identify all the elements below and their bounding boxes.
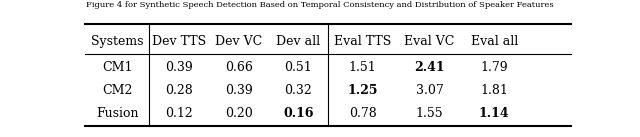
Text: 0.20: 0.20: [225, 107, 253, 120]
Text: CM2: CM2: [102, 84, 132, 97]
Text: 1.25: 1.25: [348, 84, 378, 97]
Text: 0.78: 0.78: [349, 107, 376, 120]
Text: Eval TTS: Eval TTS: [334, 35, 391, 48]
Text: Dev all: Dev all: [276, 35, 320, 48]
Text: 0.28: 0.28: [165, 84, 193, 97]
Text: Dev TTS: Dev TTS: [152, 35, 206, 48]
Text: 1.55: 1.55: [416, 107, 444, 120]
Text: Eval all: Eval all: [470, 35, 518, 48]
Text: 0.16: 0.16: [283, 107, 314, 120]
Text: Eval VC: Eval VC: [404, 35, 455, 48]
Text: 1.81: 1.81: [480, 84, 508, 97]
Text: 2.41: 2.41: [414, 61, 445, 74]
Text: 0.66: 0.66: [225, 61, 253, 74]
Text: 0.39: 0.39: [165, 61, 193, 74]
Text: Figure 4 for Synthetic Speech Detection Based on Temporal Consistency and Distri: Figure 4 for Synthetic Speech Detection …: [86, 1, 554, 9]
Text: 1.51: 1.51: [349, 61, 376, 74]
Text: 0.39: 0.39: [225, 84, 253, 97]
Text: 0.51: 0.51: [284, 61, 312, 74]
Text: Dev VC: Dev VC: [215, 35, 262, 48]
Text: 1.79: 1.79: [481, 61, 508, 74]
Text: 0.12: 0.12: [165, 107, 193, 120]
Text: Fusion: Fusion: [96, 107, 138, 120]
Text: 3.07: 3.07: [416, 84, 444, 97]
Text: Systems: Systems: [91, 35, 143, 48]
Text: 0.32: 0.32: [284, 84, 312, 97]
Text: 1.14: 1.14: [479, 107, 509, 120]
Text: CM1: CM1: [102, 61, 132, 74]
